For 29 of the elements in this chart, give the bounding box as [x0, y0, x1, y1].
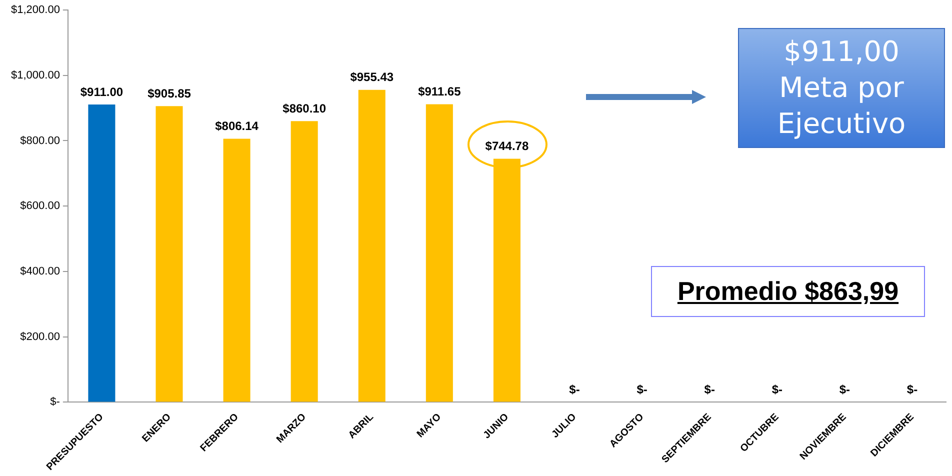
y-tick-label: $800.00	[20, 134, 60, 147]
data-label: $-	[704, 382, 715, 397]
bar	[88, 104, 116, 402]
data-label: $955.43	[350, 70, 394, 84]
y-tick-label: $400.00	[20, 266, 60, 278]
data-label: $744.78	[485, 139, 529, 154]
data-label: $860.10	[282, 101, 326, 116]
data-label: $-	[569, 382, 580, 397]
data-label: $911.65	[418, 84, 462, 99]
bar	[426, 104, 453, 402]
y-tick-label: $1,200.00	[11, 4, 60, 16]
y-tick-label: $1,000.00	[11, 69, 60, 82]
data-label: $-	[906, 382, 918, 397]
data-label: $905.85	[148, 86, 192, 100]
annotation: Promedio $863,99	[651, 266, 925, 317]
bar	[223, 138, 250, 402]
data-label: $-	[772, 382, 782, 397]
y-tick-label: $-	[50, 396, 60, 408]
bar	[358, 90, 386, 402]
data-label: $911.00	[80, 84, 124, 99]
bar	[493, 158, 520, 402]
data-label: $-	[636, 382, 648, 397]
y-tick-label: $600.00	[20, 200, 60, 212]
data-label: $806.14	[215, 119, 259, 134]
bar	[290, 121, 318, 402]
annotation: $911,00 Meta por Ejecutivo	[738, 28, 945, 148]
bar	[156, 106, 183, 402]
y-tick-label: $200.00	[20, 330, 60, 343]
data-label: $-	[839, 382, 850, 397]
